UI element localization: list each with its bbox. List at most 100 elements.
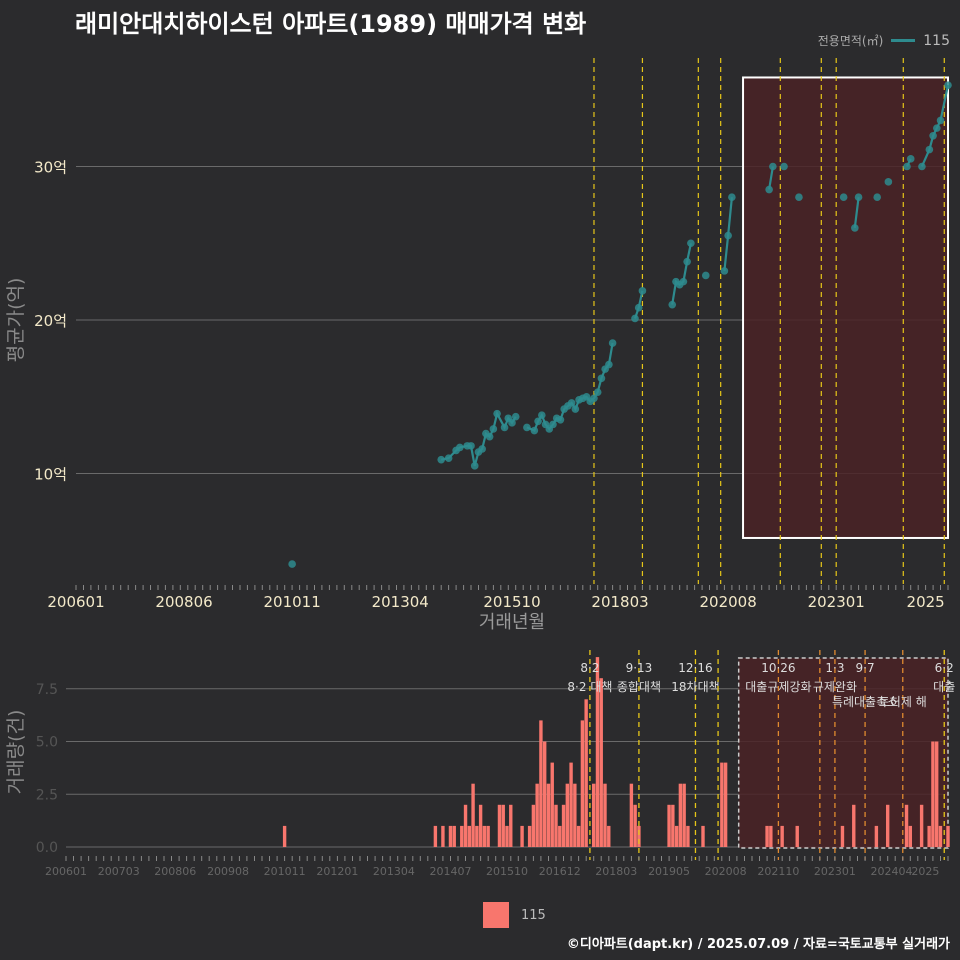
x-tick-label: 202008	[700, 593, 757, 611]
bar	[938, 825, 943, 847]
data-point	[683, 257, 691, 266]
data-point	[508, 419, 516, 427]
y-tick-label: 0.0	[36, 840, 58, 856]
data-point	[567, 399, 576, 407]
data-point	[437, 455, 445, 464]
bar	[852, 804, 856, 847]
x-tick-label: 202301	[808, 593, 865, 611]
x-tick-label: 200908	[207, 865, 249, 878]
data-point	[679, 277, 688, 286]
bar	[701, 825, 705, 847]
bar	[591, 783, 596, 847]
bar	[595, 657, 600, 847]
bar	[546, 783, 551, 847]
data-point	[906, 155, 915, 163]
x-minor-ticks	[75, 585, 949, 590]
bar	[765, 825, 769, 847]
legend-series-label: 115	[923, 32, 950, 49]
data-point	[929, 132, 937, 140]
data-point	[456, 443, 464, 452]
data-point	[918, 162, 926, 171]
bar	[558, 825, 562, 847]
bar	[520, 825, 524, 847]
x-minor-ticks	[65, 856, 949, 861]
bar	[509, 804, 513, 847]
data-point	[511, 412, 520, 421]
policy-text-label: 8·2 대책	[567, 679, 612, 694]
x-tick-label: 201304	[372, 593, 429, 611]
data-point	[631, 314, 639, 323]
data-point	[530, 426, 539, 435]
bar	[482, 825, 487, 847]
y-tick-label: 7.5	[36, 682, 58, 698]
policy-text-label: 18차대책	[671, 679, 719, 694]
x-tick-label: 200703	[98, 865, 140, 878]
y-tick-label: 5.0	[36, 735, 58, 751]
bar	[603, 783, 607, 847]
x-tick-label: 200601	[45, 865, 87, 878]
bar	[463, 804, 468, 847]
legend-bar-swatch	[483, 902, 509, 928]
bar	[576, 825, 581, 847]
x-tick-label: 2025	[907, 593, 945, 611]
data-point	[668, 300, 677, 309]
data-point	[485, 432, 494, 441]
data-point	[493, 409, 501, 418]
bar	[874, 825, 879, 847]
data-point	[500, 423, 509, 432]
bar	[573, 783, 577, 847]
data-point	[470, 462, 479, 470]
bar	[452, 825, 456, 847]
bar	[448, 825, 453, 847]
bar	[840, 825, 845, 847]
bar	[678, 783, 683, 847]
bar	[686, 825, 690, 847]
data-point	[489, 425, 498, 433]
x-tick-label: 202301	[814, 865, 856, 878]
bar	[934, 741, 939, 847]
policy-date-label: 9·7	[856, 661, 875, 675]
bar	[441, 825, 445, 847]
legend-line-swatch	[891, 39, 916, 42]
bar	[539, 720, 543, 847]
x-tick-label: 200601	[47, 593, 104, 611]
bar	[720, 762, 724, 847]
bar	[769, 825, 773, 847]
data-point	[590, 394, 598, 403]
bar	[674, 825, 679, 847]
highlight-region	[742, 76, 949, 539]
bar	[723, 762, 728, 847]
bar	[946, 825, 950, 847]
policy-text-label: 토허제 해	[879, 695, 927, 709]
bar	[542, 741, 547, 847]
x-tick-label: 201011	[264, 593, 321, 611]
data-point	[884, 178, 893, 186]
policy-text-label: 특례대출축소	[832, 695, 898, 709]
data-point	[851, 224, 859, 232]
bar	[780, 825, 784, 847]
policy-date-label: 6·2	[935, 661, 954, 675]
x-tick-label: 2025	[911, 865, 939, 878]
bar	[467, 825, 472, 847]
x-tick-label: 201510	[486, 865, 528, 878]
data-point	[597, 374, 606, 383]
data-point	[854, 193, 863, 201]
data-point	[538, 411, 546, 419]
legend-bar-label: 115	[521, 907, 546, 923]
bar	[561, 804, 566, 847]
policy-text-label: 대출규제강화	[745, 680, 811, 694]
x-tick-label: 201803	[591, 593, 648, 611]
data-point	[556, 415, 565, 424]
data-point	[467, 442, 475, 450]
x-axis-title: 거래년월	[479, 612, 545, 633]
policy-date-label: 8·2	[580, 661, 599, 675]
x-tick-label: 202404	[870, 865, 912, 878]
bar	[565, 783, 570, 847]
y-tick-label: 30억	[34, 159, 67, 177]
policy-date-label: 9·13	[626, 661, 653, 675]
data-point	[903, 162, 911, 171]
bar	[633, 804, 637, 847]
bar	[927, 825, 931, 847]
bar	[584, 699, 588, 847]
